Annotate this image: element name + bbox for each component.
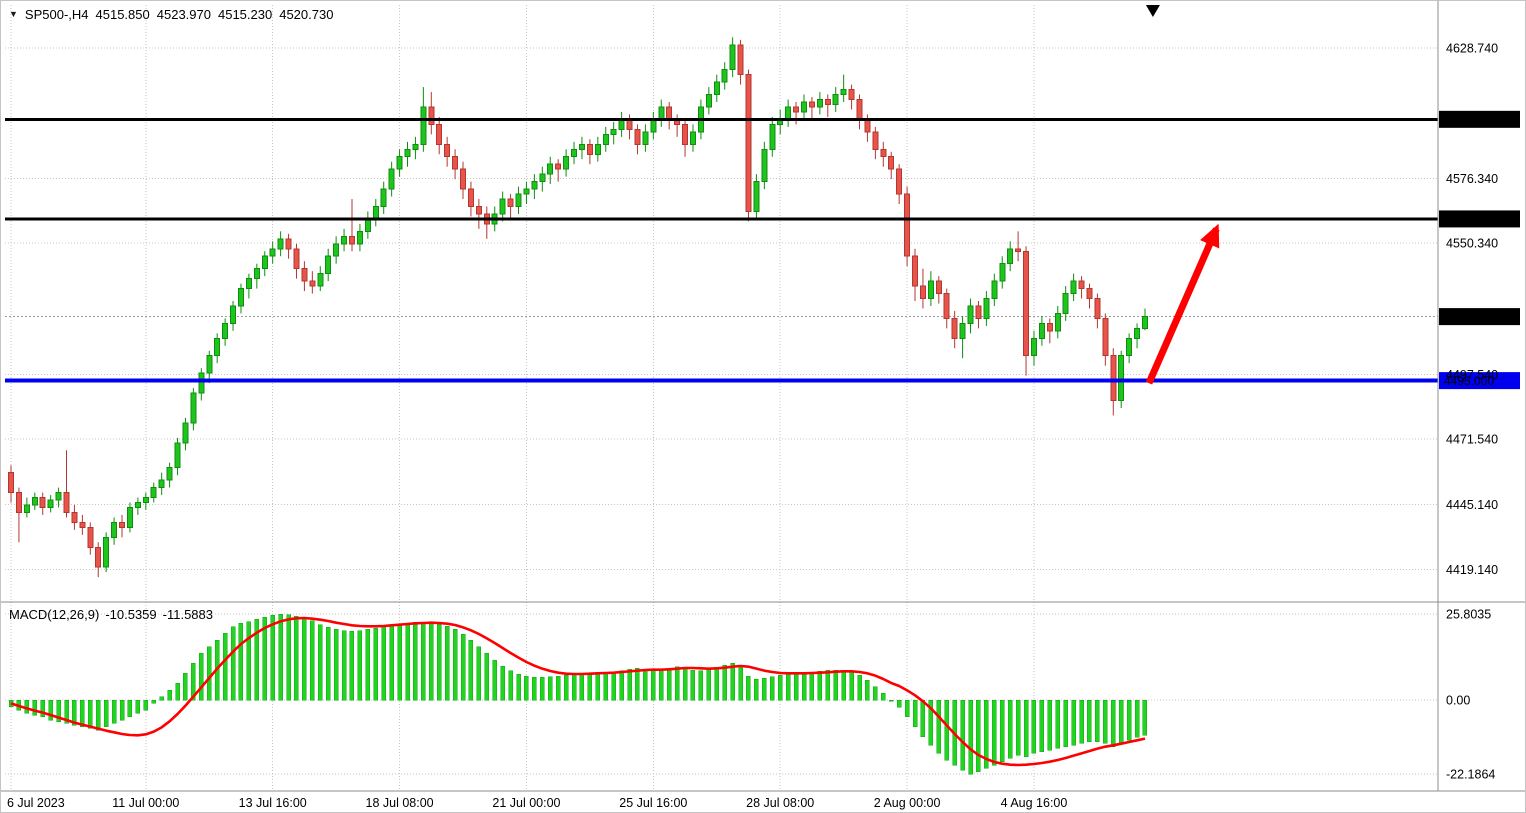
svg-text:4520.730: 4520.730 <box>1444 310 1494 324</box>
svg-text:-22.1864: -22.1864 <box>1446 767 1495 781</box>
svg-text:6 Jul 2023: 6 Jul 2023 <box>7 796 65 810</box>
price-axis[interactable]: 4628.740 4576.340 4550.340 4497.540 4471.540… <box>1446 41 1498 781</box>
time-axis[interactable]: 6 Jul 2023 11 Jul 00:00 13 Jul 16:00 18 Jul… <box>7 796 1067 810</box>
svg-text:4 Aug 16:00: 4 Aug 16:00 <box>1001 796 1068 810</box>
macd-signal-value: -11.5883 <box>162 607 213 622</box>
svg-text:13 Jul 16:00: 13 Jul 16:00 <box>239 796 307 810</box>
ohlc-high-value: 4523.970 <box>156 7 211 22</box>
svg-text:4560.000: 4560.000 <box>1444 212 1494 226</box>
svg-text:25.8035: 25.8035 <box>1446 607 1491 621</box>
svg-text:0.00: 0.00 <box>1446 694 1470 708</box>
macd-name-label: MACD(12,26,9) <box>9 607 100 622</box>
pane-borders <box>1 1 1525 792</box>
macd-indicator-label: MACD(12,26,9) -10.5359 -11.5883 <box>9 607 219 622</box>
svg-text:4628.740: 4628.740 <box>1446 41 1498 55</box>
ohlc-low-value: 4515.230 <box>217 7 273 22</box>
horizontal-level-lines[interactable] <box>5 117 1438 383</box>
svg-text:25 Jul 16:00: 25 Jul 16:00 <box>619 796 687 810</box>
svg-text:21 Jul 00:00: 21 Jul 00:00 <box>492 796 560 810</box>
ohlc-close-value: 4520.730 <box>279 7 334 22</box>
chart-header: ▼ SP500-,H4 4515.850 4523.970 4515.230 4… <box>9 7 340 22</box>
macd-histogram <box>8 613 1148 775</box>
svg-text:4445.140: 4445.140 <box>1446 498 1498 512</box>
svg-text:4550.340: 4550.340 <box>1446 236 1498 250</box>
svg-text:28 Jul 08:00: 28 Jul 08:00 <box>746 796 814 810</box>
price-tags: 4600.039 4560.000 4495.000 4520.730 <box>1439 110 1520 390</box>
trend-arrow[interactable] <box>1145 223 1220 385</box>
symbol-timeframe-label: SP500-,H4 <box>24 7 89 22</box>
svg-text:18 Jul 08:00: 18 Jul 08:00 <box>366 796 434 810</box>
svg-text:4471.540: 4471.540 <box>1446 432 1498 446</box>
svg-text:4497.540: 4497.540 <box>1446 368 1498 382</box>
svg-text:4419.140: 4419.140 <box>1446 563 1498 577</box>
svg-text:4576.340: 4576.340 <box>1446 172 1498 186</box>
svg-text:2 Aug 00:00: 2 Aug 00:00 <box>874 796 941 810</box>
symbol-dropdown-icon: ▼ <box>9 9 18 19</box>
svg-text:4600.039: 4600.039 <box>1444 113 1494 127</box>
grid-lines <box>5 5 1438 791</box>
svg-text:11 Jul 00:00: 11 Jul 00:00 <box>112 796 179 810</box>
svg-text:4495.000: 4495.000 <box>1444 374 1494 388</box>
ohlc-open-value: 4515.850 <box>95 7 150 22</box>
candle-series <box>8 37 1148 578</box>
macd-main-value: -10.5359 <box>105 607 157 622</box>
macd-signal-line <box>10 616 1146 767</box>
chart-shift-marker-icon[interactable] <box>1145 5 1160 17</box>
